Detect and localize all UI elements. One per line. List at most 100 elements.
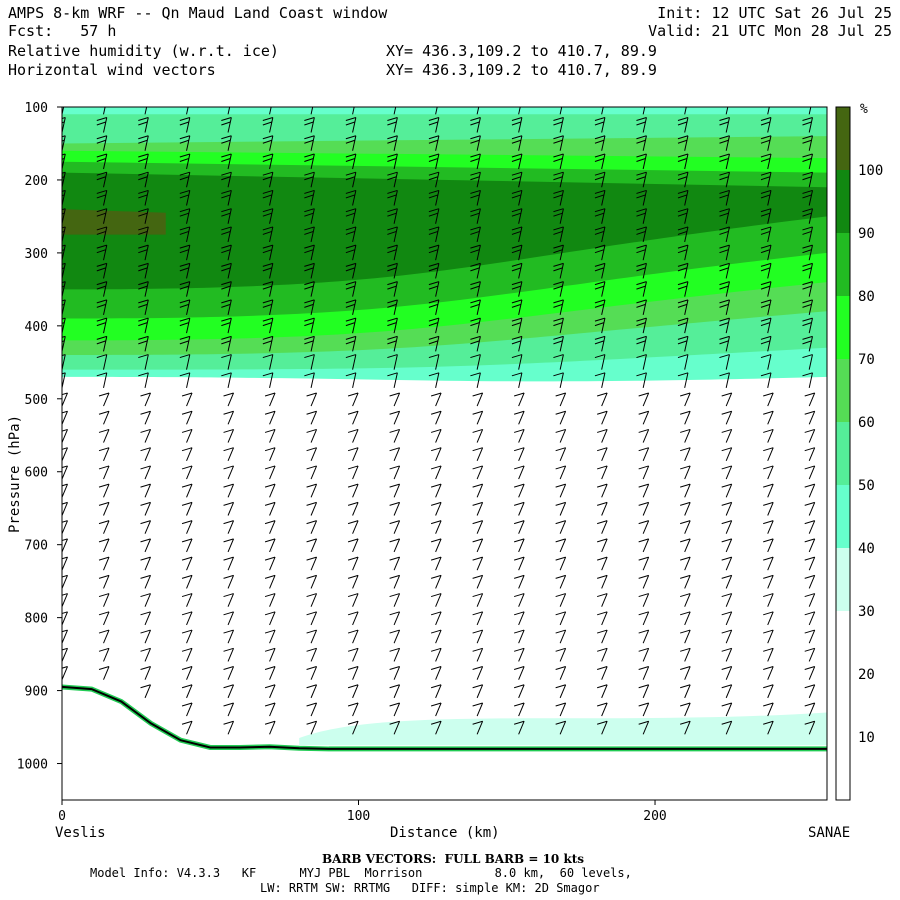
wind-barb-flag [98,501,110,506]
wind-barb-flag [597,410,608,415]
wind-barb-flag [221,354,232,359]
wind-barb-flag [638,520,649,525]
wind-barb-flag [555,501,566,506]
wind-barb-shaft [808,702,816,717]
wind-barb-shaft [186,245,191,261]
colorbar-label: 40 [858,541,875,557]
wind-barb-shaft [310,611,318,626]
wind-barb-flag [470,354,481,359]
wind-barb-shaft [103,629,110,644]
wind-barb-flag [677,354,689,359]
wind-barb-shaft [310,721,318,735]
wind-barb-shaft [684,611,691,626]
wind-barb-shaft [144,483,151,498]
wind-barb-shaft [227,281,232,297]
wind-barb-flag [345,226,357,231]
wind-barb-shaft [227,465,235,480]
wind-barb-flag [223,392,234,397]
model-info: Model Info: V4.3.3 KF MYJ PBL Morrison 8… [90,866,632,880]
wind-barb-shaft [227,263,232,279]
wind-barb-flag [553,285,563,290]
wind-barb-shaft [767,520,774,534]
wind-barb-flag [387,299,398,304]
colorbar-label: 70 [858,352,875,368]
wind-barb-shaft [684,629,691,644]
wind-barb-shaft [62,465,68,480]
wind-barb-flag [140,574,151,579]
wind-barb-shaft [725,702,733,717]
wind-barb-flag [387,340,397,345]
wind-barb-shaft [518,135,523,151]
wind-barb-shaft [808,117,813,133]
wind-barb-flag [428,249,439,254]
wind-barb-flag [98,410,110,415]
wind-barb-shaft [186,190,191,206]
wind-barb-flag [221,299,232,304]
wind-barb-shaft [767,317,772,334]
wind-barb-shaft [103,190,108,206]
wind-barb-flag [597,483,608,488]
wind-barb-shaft [684,465,691,480]
wind-barb-flag [221,281,232,286]
wind-barb-flag [470,176,480,181]
wind-barb-flag [802,244,813,249]
wind-barb-flag [96,208,107,213]
wind-barb-shaft [186,447,193,461]
wind-barb-shaft [227,245,232,261]
wind-barb-shaft [310,465,318,480]
wind-barb-flag [512,107,513,108]
wind-barb-shaft [62,336,66,352]
wind-barb-flag [594,244,606,249]
wind-barb-flag [387,139,397,144]
wind-barb-flag [721,465,732,470]
wind-barb-flag [55,99,65,102]
wind-barb-flag [96,267,106,272]
wind-barb-flag [347,465,359,470]
wind-barb-shaft [227,135,232,151]
wind-barb-flag [760,244,772,249]
wind-barb-flag [638,501,649,506]
wind-barb-shaft [601,117,606,133]
wind-barb-flag [262,171,273,176]
wind-barb-flag [594,249,605,254]
wind-barb-shaft [352,135,357,151]
wind-barb-shaft [269,153,274,170]
wind-barb-flag [221,171,232,176]
wind-barb-flag [345,262,357,267]
wind-barb-flag [387,322,397,327]
wind-barb-flag [719,303,729,308]
wind-barb-flag [264,465,276,470]
wind-barb-shaft [310,556,318,571]
wind-barb-shaft [435,465,442,480]
wind-barb-shaft [186,281,191,297]
wind-barb-shaft [310,372,315,388]
wind-barb-shaft [601,629,608,644]
wind-barb-shaft [227,593,235,607]
wind-barb-flag [636,317,647,322]
wind-barb-flag [306,629,317,634]
wind-barb-flag [347,647,359,652]
wind-barb-shaft [725,429,733,443]
wind-barb-flag [62,428,68,432]
wind-barb-flag [802,249,812,254]
wind-barb-flag [62,249,65,251]
wind-barb-shaft [725,372,730,388]
wind-barb-flag [555,392,566,397]
wind-barb-flag [62,501,68,505]
wind-barb-shaft [559,190,564,206]
wind-barb-shaft [601,429,608,443]
colorbar-box [836,359,850,422]
wind-barb-flag [181,574,193,579]
wind-barb-flag [430,501,442,506]
wind-barb-shaft [310,281,315,297]
wind-barb-flag [262,335,273,340]
wind-barb-shaft [269,411,276,425]
wind-barb-flag [594,372,606,377]
wind-barb-flag [802,194,812,199]
wind-barb-shaft [186,666,193,680]
wind-barb-shaft [62,153,66,170]
wind-barb-shaft [144,447,151,461]
wind-barb-shaft [144,556,151,571]
wind-barb-flag [264,702,276,707]
wind-barb-flag [179,230,189,235]
